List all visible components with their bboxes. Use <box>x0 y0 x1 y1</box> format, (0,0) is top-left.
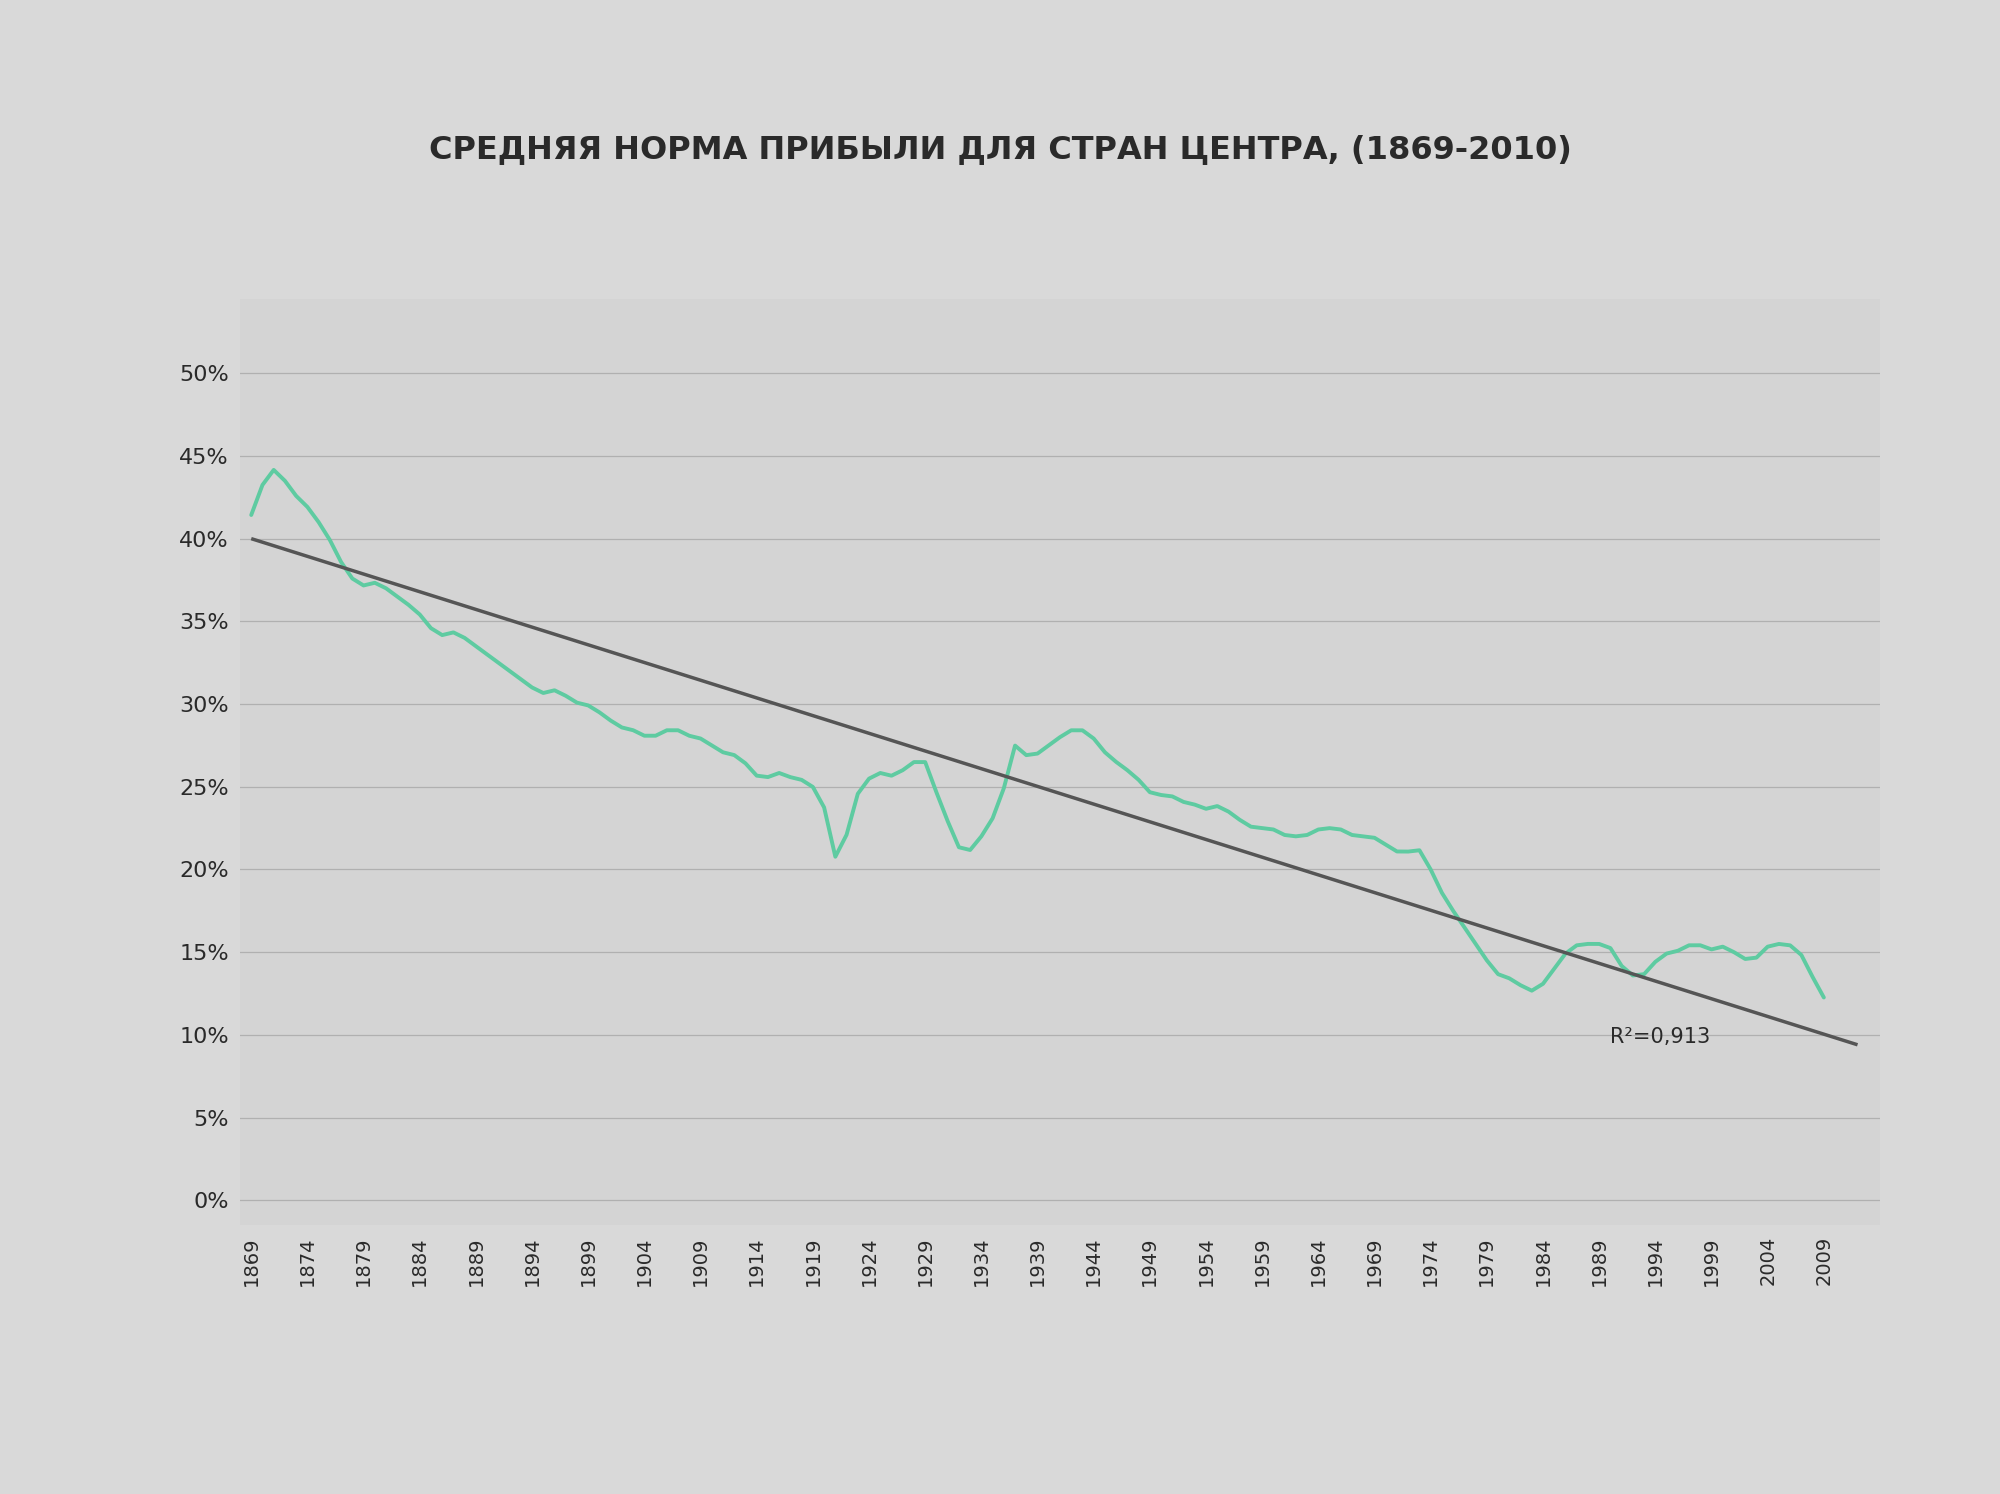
Text: СРЕДНЯЯ НОРМА ПРИБЫЛИ ДЛЯ СТРАН ЦЕНТРА, (1869-2010): СРЕДНЯЯ НОРМА ПРИБЫЛИ ДЛЯ СТРАН ЦЕНТРА, … <box>428 134 1572 164</box>
Text: R²=0,913: R²=0,913 <box>1610 1028 1710 1047</box>
